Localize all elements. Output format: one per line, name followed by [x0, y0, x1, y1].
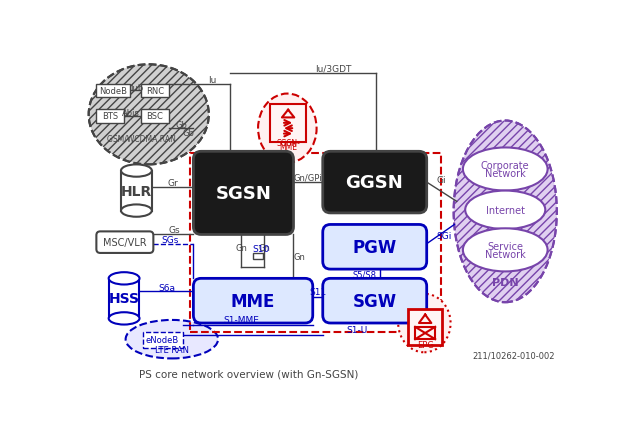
Text: eNodeB: eNodeB — [146, 335, 179, 345]
Bar — [108, 279, 140, 319]
FancyBboxPatch shape — [323, 225, 427, 270]
Bar — [141, 110, 169, 124]
Bar — [408, 309, 442, 345]
Ellipse shape — [121, 165, 152, 178]
Text: SGSN: SGSN — [216, 184, 272, 202]
Text: Iu: Iu — [207, 76, 216, 85]
Text: Gb: Gb — [176, 121, 188, 130]
Text: Service: Service — [487, 241, 523, 251]
Text: Iub: Iub — [130, 84, 143, 93]
Bar — [415, 327, 435, 339]
Bar — [143, 332, 183, 348]
Ellipse shape — [398, 294, 450, 352]
Text: GSM/WCDMA RAN: GSM/WCDMA RAN — [107, 135, 176, 143]
Text: Gr: Gr — [168, 178, 179, 187]
Text: NodeB: NodeB — [99, 87, 127, 96]
Text: S10: S10 — [252, 244, 270, 253]
Text: EPG: EPG — [417, 340, 434, 349]
Ellipse shape — [463, 148, 548, 191]
Text: Network: Network — [485, 249, 526, 259]
Ellipse shape — [463, 229, 548, 272]
Text: RNC: RNC — [146, 87, 164, 96]
Text: Gb: Gb — [182, 129, 194, 138]
Ellipse shape — [108, 273, 140, 285]
Text: PS core network overview (with Gn-SGSN): PS core network overview (with Gn-SGSN) — [139, 368, 358, 378]
Text: BTS: BTS — [102, 112, 118, 121]
FancyBboxPatch shape — [323, 152, 427, 214]
Text: PGW: PGW — [352, 238, 396, 256]
Text: SGW: SGW — [352, 292, 396, 310]
Text: Gi: Gi — [437, 175, 446, 184]
Text: MME: MME — [279, 143, 297, 152]
Bar — [141, 84, 169, 98]
Bar — [97, 110, 124, 124]
Text: PDN: PDN — [492, 278, 518, 288]
Text: Network: Network — [485, 168, 526, 178]
FancyBboxPatch shape — [193, 152, 293, 235]
Bar — [270, 104, 306, 143]
Ellipse shape — [465, 191, 545, 230]
Ellipse shape — [126, 320, 218, 358]
Ellipse shape — [258, 94, 316, 164]
Bar — [121, 171, 152, 211]
Text: Iu/3GDT: Iu/3GDT — [315, 65, 352, 73]
Text: S1-MME: S1-MME — [223, 315, 259, 324]
Text: LTE RAN: LTE RAN — [155, 345, 189, 354]
Text: S5/S8: S5/S8 — [353, 270, 376, 279]
Text: Gn: Gn — [235, 243, 247, 253]
Text: MME: MME — [231, 292, 275, 310]
Text: HSS: HSS — [108, 292, 140, 306]
Text: MSC/VLR: MSC/VLR — [103, 237, 146, 247]
Ellipse shape — [121, 205, 152, 217]
Text: SGs: SGs — [161, 235, 179, 244]
Text: Corporate: Corporate — [481, 161, 530, 171]
Bar — [189, 154, 440, 332]
Text: SGi: SGi — [437, 232, 452, 241]
FancyBboxPatch shape — [323, 279, 427, 323]
Text: Internet: Internet — [486, 205, 525, 215]
Text: HLR: HLR — [121, 184, 152, 198]
Text: Gn/GPi: Gn/GPi — [294, 174, 323, 183]
Text: Gn: Gn — [293, 253, 306, 262]
FancyBboxPatch shape — [97, 232, 153, 253]
Text: S6a: S6a — [158, 283, 175, 293]
Text: S1-U: S1-U — [346, 326, 367, 335]
Text: BSC: BSC — [146, 112, 163, 121]
Bar — [253, 253, 264, 260]
Bar — [97, 84, 130, 98]
Text: S11: S11 — [310, 287, 326, 296]
Text: SGSN-: SGSN- — [276, 138, 300, 147]
Ellipse shape — [454, 121, 557, 302]
Text: 211/10262-010-002: 211/10262-010-002 — [472, 351, 554, 360]
Ellipse shape — [88, 65, 209, 165]
Text: GGSN: GGSN — [346, 174, 403, 192]
Text: Gs: Gs — [168, 226, 180, 235]
Text: Gn: Gn — [259, 243, 270, 253]
FancyBboxPatch shape — [193, 279, 313, 323]
Text: Abis: Abis — [122, 109, 140, 118]
Ellipse shape — [108, 312, 140, 325]
